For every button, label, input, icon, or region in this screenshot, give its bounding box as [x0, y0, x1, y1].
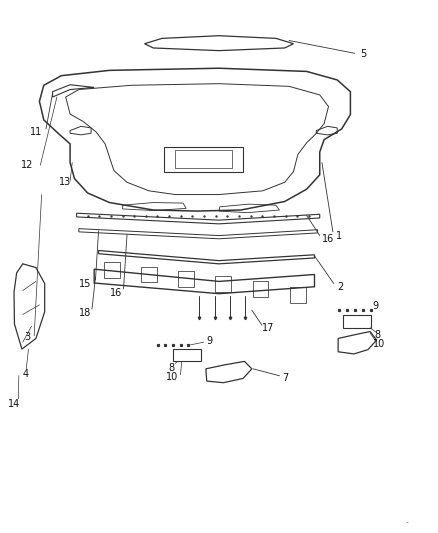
Bar — [253, 281, 268, 297]
Bar — [290, 287, 306, 303]
Text: 8: 8 — [169, 363, 175, 373]
Bar — [178, 271, 194, 287]
Text: 13: 13 — [59, 177, 71, 187]
Text: 1: 1 — [336, 231, 343, 240]
Text: 16: 16 — [321, 234, 334, 244]
Text: 7: 7 — [283, 374, 289, 383]
Text: 12: 12 — [21, 160, 33, 170]
Text: 2: 2 — [338, 282, 344, 292]
Text: 3: 3 — [24, 332, 30, 342]
Text: 8: 8 — [374, 330, 381, 340]
Bar — [173, 349, 201, 361]
Text: 11: 11 — [30, 127, 42, 137]
Text: -: - — [406, 518, 409, 527]
Text: 10: 10 — [373, 339, 385, 349]
Text: 5: 5 — [360, 50, 367, 59]
Bar — [343, 315, 371, 328]
Bar — [215, 276, 231, 292]
Text: 17: 17 — [262, 324, 274, 333]
Text: 16: 16 — [110, 288, 122, 298]
Bar — [141, 266, 157, 282]
Text: 10: 10 — [166, 372, 178, 382]
Text: 9: 9 — [373, 302, 379, 311]
Text: 15: 15 — [79, 279, 92, 288]
Text: 18: 18 — [79, 309, 92, 318]
Text: 14: 14 — [8, 399, 20, 409]
Text: 4: 4 — [22, 369, 28, 379]
Text: 9: 9 — [206, 336, 212, 346]
Bar — [104, 262, 120, 278]
